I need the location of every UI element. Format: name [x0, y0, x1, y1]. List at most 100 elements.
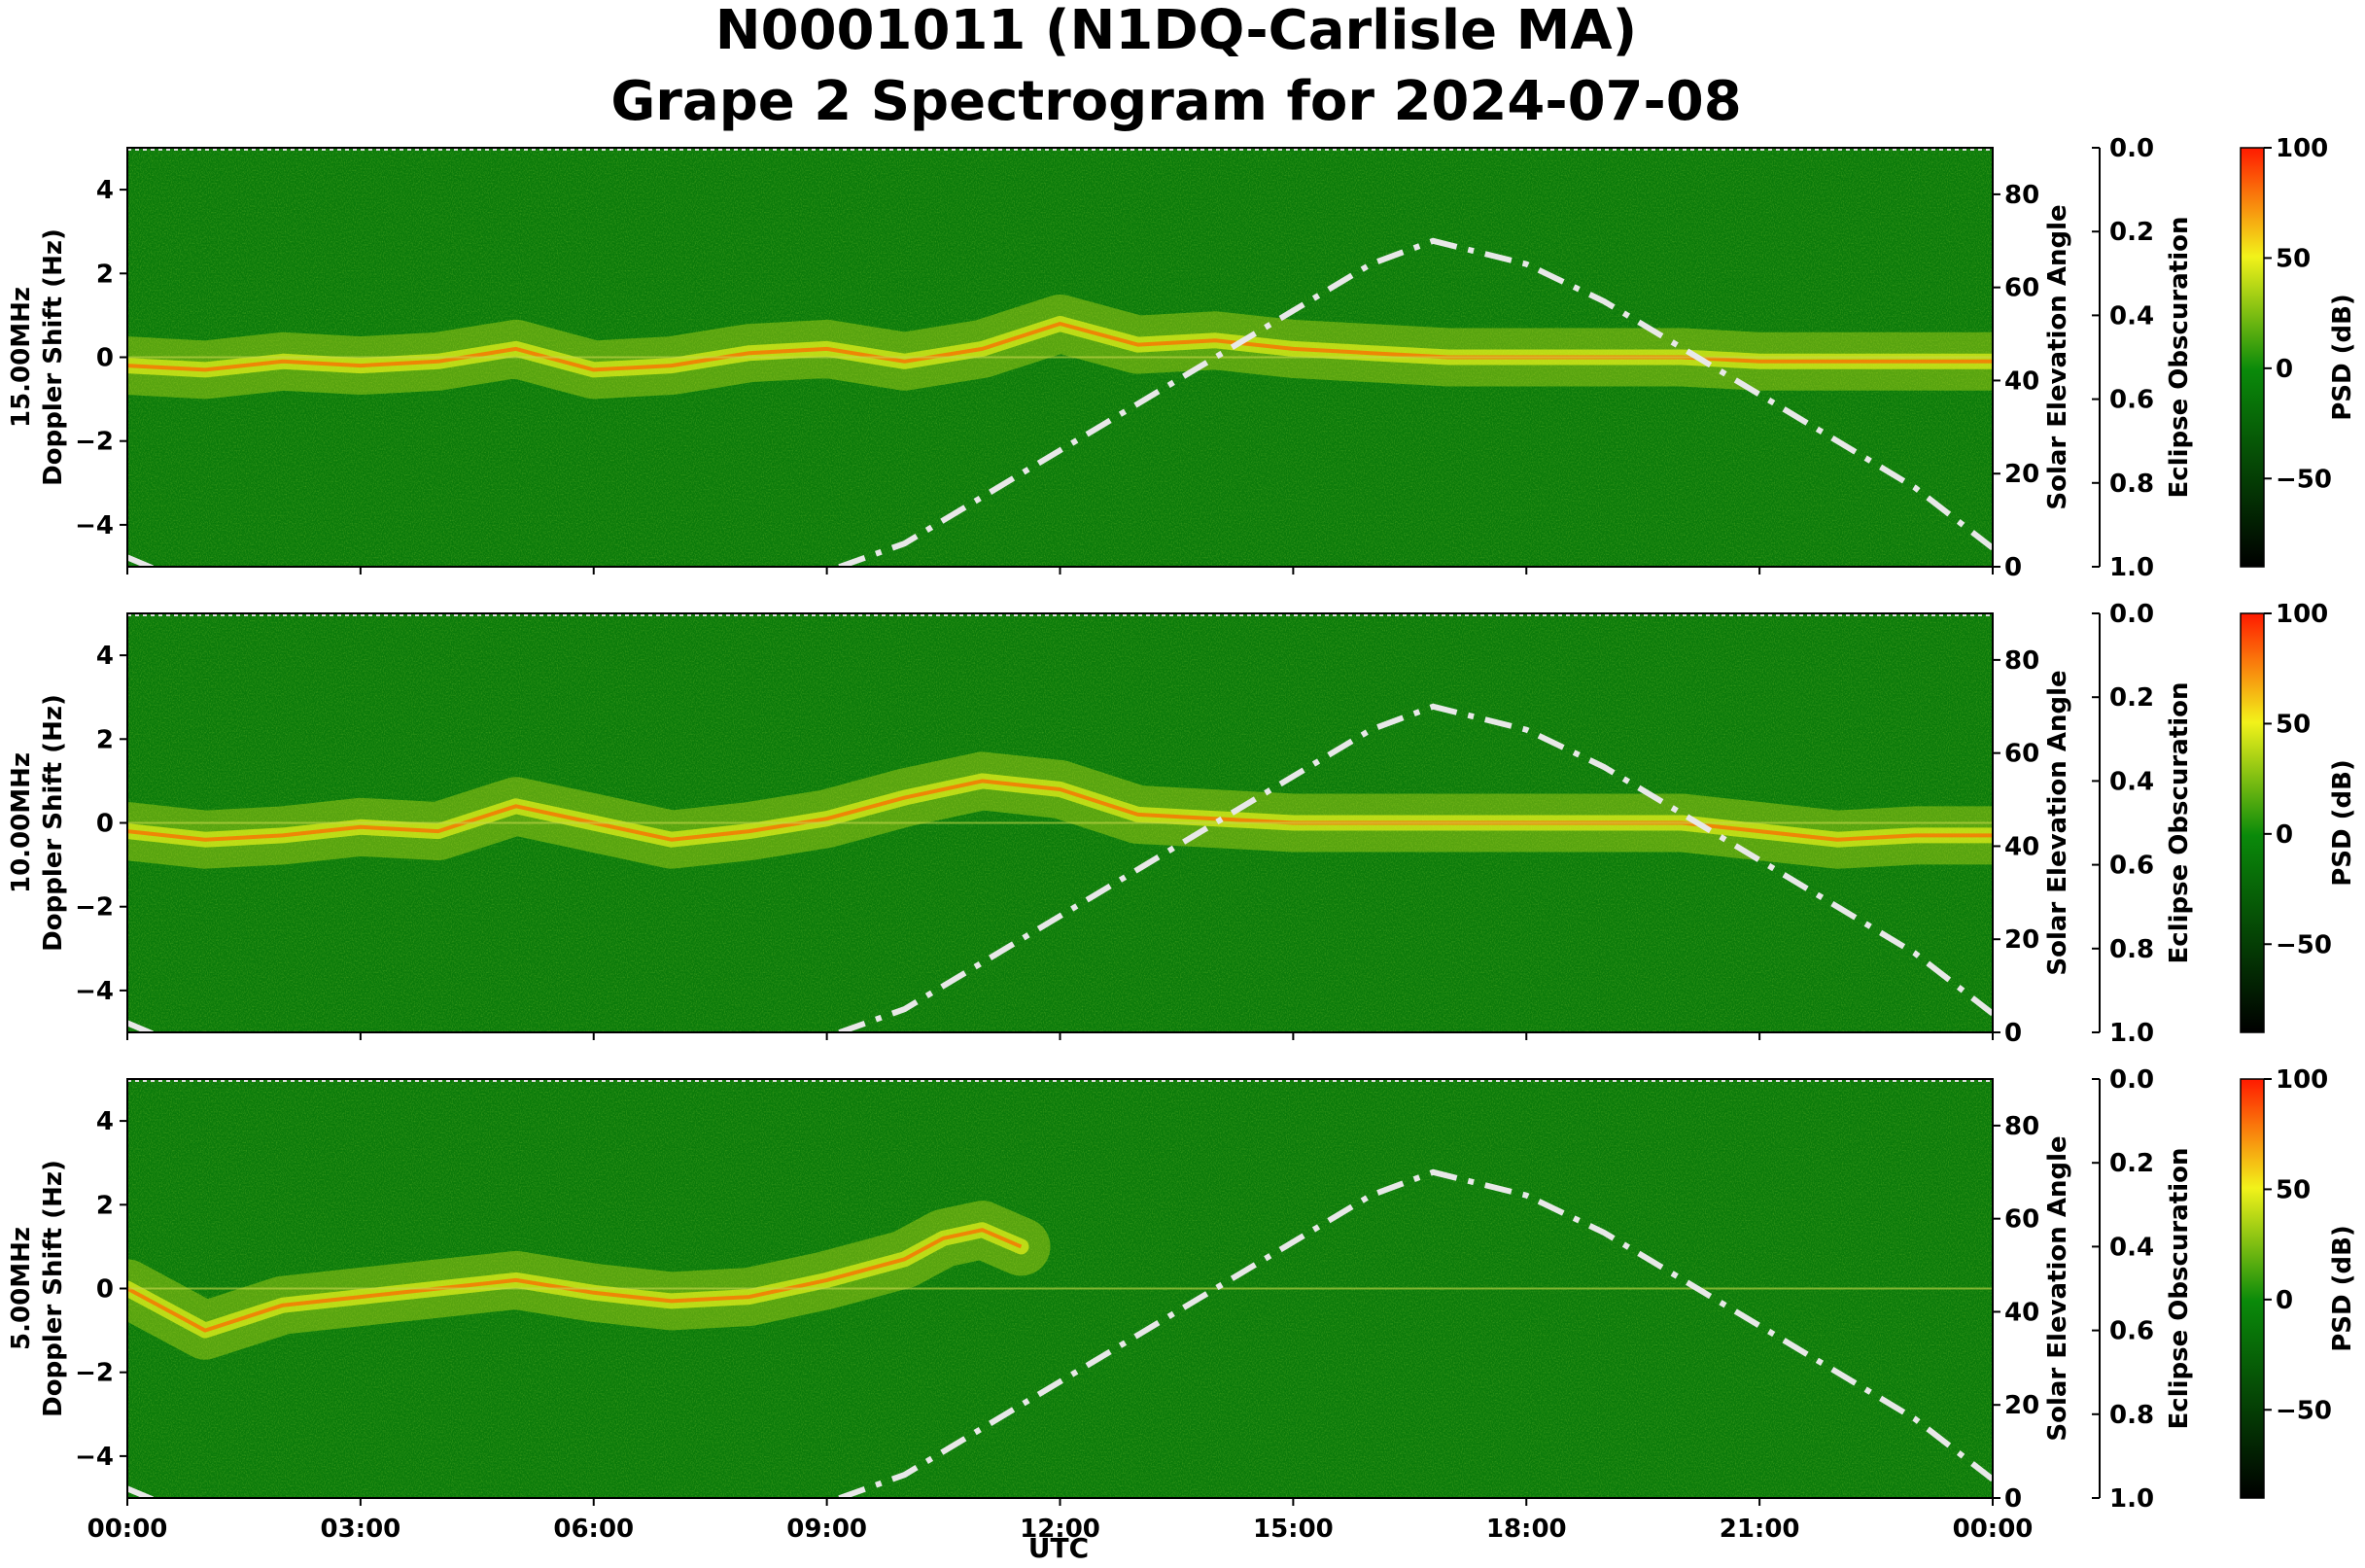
colorbar-tick-label: 0	[2276, 820, 2293, 850]
solar-tick-label: 40	[2004, 832, 2039, 861]
x-tick-label: 09:00	[786, 1515, 867, 1544]
colorbar-tick-label: 100	[2276, 600, 2328, 629]
obscuration-tick-label: 1.0	[2109, 1019, 2154, 1048]
solar-tick-label: 80	[2004, 1112, 2039, 1141]
y-tick-label: 2	[96, 260, 114, 289]
y-axis-label: Doppler Shift (Hz)	[39, 694, 68, 952]
x-tick-label: 00:00	[87, 1515, 168, 1544]
y-tick-label: −2	[75, 893, 114, 923]
solar-tick-label: 60	[2004, 274, 2039, 303]
obscuration-axis-label: Eclipse Obscuration	[2165, 217, 2194, 499]
y-tick-label: 4	[96, 642, 114, 671]
solar-axis-label: Solar Elevation Angle	[2043, 204, 2072, 509]
colorbar-label: PSD (dB)	[2328, 759, 2357, 887]
y-tick-label: 0	[96, 810, 114, 839]
obscuration-tick-label: 0.4	[2109, 1233, 2154, 1262]
solar-axis-label: Solar Elevation Angle	[2043, 670, 2072, 975]
obscuration-tick-label: 0.2	[2109, 1149, 2154, 1178]
plot-area	[127, 613, 1993, 1032]
colorbar-tick-label: −50	[2276, 1396, 2332, 1425]
obscuration-tick-label: 0.6	[2109, 852, 2154, 881]
colorbar	[2240, 612, 2265, 1033]
solar-tick-label: 0	[2004, 1019, 2022, 1048]
plot-area	[127, 148, 1993, 567]
panel-15-00mhz: 420−2−415.00MHz Doppler Shift (Hz)0204060…	[7, 134, 2357, 582]
colorbar-label: PSD (dB)	[2328, 294, 2357, 421]
obscuration-tick-label: 0.8	[2109, 1401, 2154, 1430]
obscuration-tick-label: 0.8	[2109, 470, 2154, 499]
solar-elevation-curve	[127, 237, 1993, 567]
y-tick-label: −4	[75, 977, 114, 1006]
solar-elevation-curve	[127, 703, 1993, 1032]
obscuration-tick-label: 0.0	[2109, 1065, 2154, 1095]
obscuration-axis-label: Eclipse Obscuration	[2165, 682, 2194, 964]
y-tick-label: 4	[96, 1107, 114, 1136]
solar-tick-label: 80	[2004, 181, 2039, 210]
panel-10-00mhz: 420−2−410.00MHz Doppler Shift (Hz)0204060…	[7, 600, 2357, 1048]
figure-title-line-1: N0001011 (N1DQ-Carlisle MA)	[715, 0, 1637, 62]
y-tick-label: 2	[96, 1191, 114, 1220]
y-tick-label: 0	[96, 344, 114, 373]
x-tick-label: 21:00	[1720, 1515, 1800, 1544]
colorbar-label: PSD (dB)	[2328, 1225, 2357, 1352]
y-tick-label: 2	[96, 725, 114, 754]
solar-elevation-curve	[127, 1168, 1993, 1498]
y-tick-label: −4	[75, 511, 114, 540]
x-tick-label: 12:00	[1020, 1515, 1100, 1544]
colorbar-tick-label: 50	[2276, 1175, 2311, 1204]
y-tick-label: −4	[75, 1443, 114, 1472]
plot-area	[127, 1079, 1993, 1498]
obscuration-tick-label: 0.6	[2109, 386, 2154, 415]
panel-5-00mhz: 420−2−45.00MHz Doppler Shift (Hz)02040608…	[7, 1065, 2357, 1544]
doppler-trace	[127, 1228, 1023, 1333]
colorbar-tick-label: 100	[2276, 134, 2328, 163]
obscuration-tick-label: 0.4	[2109, 767, 2154, 796]
colorbar-tick-label: −50	[2276, 930, 2332, 959]
y-tick-label: −2	[75, 428, 114, 457]
y-axis-label: Doppler Shift (Hz)	[39, 1160, 68, 1417]
solar-tick-label: 0	[2004, 553, 2022, 582]
y-axis-label: Doppler Shift (Hz)	[39, 228, 68, 486]
x-tick-label: 03:00	[320, 1515, 400, 1544]
obscuration-tick-label: 0.2	[2109, 218, 2154, 247]
colorbar	[2240, 1078, 2265, 1499]
solar-tick-label: 80	[2004, 646, 2039, 676]
colorbar-tick-label: 0	[2276, 1286, 2293, 1315]
solar-tick-label: 20	[2004, 460, 2039, 489]
solar-tick-label: 60	[2004, 1205, 2039, 1235]
x-axis-label: UTC	[1028, 1532, 1089, 1564]
obscuration-tick-label: 0.2	[2109, 683, 2154, 713]
obscuration-tick-label: 0.0	[2109, 600, 2154, 629]
solar-tick-label: 40	[2004, 1298, 2039, 1327]
obscuration-tick-label: 0.4	[2109, 301, 2154, 331]
x-tick-label: 18:00	[1486, 1515, 1567, 1544]
colorbar-tick-label: 50	[2276, 710, 2311, 739]
obscuration-tick-label: 0.0	[2109, 134, 2154, 163]
band-label: 10.00MHz	[7, 752, 36, 893]
figure-title-line-2: Grape 2 Spectrogram for 2024-07-08	[610, 70, 1741, 133]
solar-axis-label: Solar Elevation Angle	[2043, 1135, 2072, 1441]
colorbar-tick-label: 50	[2276, 244, 2311, 273]
colorbar-tick-label: 100	[2276, 1065, 2328, 1095]
solar-tick-label: 60	[2004, 740, 2039, 769]
y-tick-label: 0	[96, 1275, 114, 1305]
solar-tick-label: 20	[2004, 925, 2039, 955]
solar-tick-label: 40	[2004, 366, 2039, 396]
obscuration-tick-label: 0.6	[2109, 1317, 2154, 1346]
colorbar-tick-label: 0	[2276, 355, 2293, 384]
solar-tick-label: 20	[2004, 1391, 2039, 1420]
obscuration-axis-label: Eclipse Obscuration	[2165, 1148, 2194, 1430]
obscuration-tick-label: 1.0	[2109, 1484, 2154, 1514]
band-label: 15.00MHz	[7, 287, 36, 428]
y-tick-label: −2	[75, 1359, 114, 1388]
y-tick-label: 4	[96, 176, 114, 205]
x-tick-label: 15:00	[1253, 1515, 1334, 1544]
band-label: 5.00MHz	[7, 1227, 36, 1350]
colorbar-tick-label: −50	[2276, 465, 2332, 494]
obscuration-tick-label: 0.8	[2109, 935, 2154, 964]
x-tick-label: 00:00	[1953, 1515, 2034, 1544]
obscuration-tick-label: 1.0	[2109, 553, 2154, 582]
colorbar	[2240, 147, 2265, 568]
x-tick-label: 06:00	[553, 1515, 634, 1544]
